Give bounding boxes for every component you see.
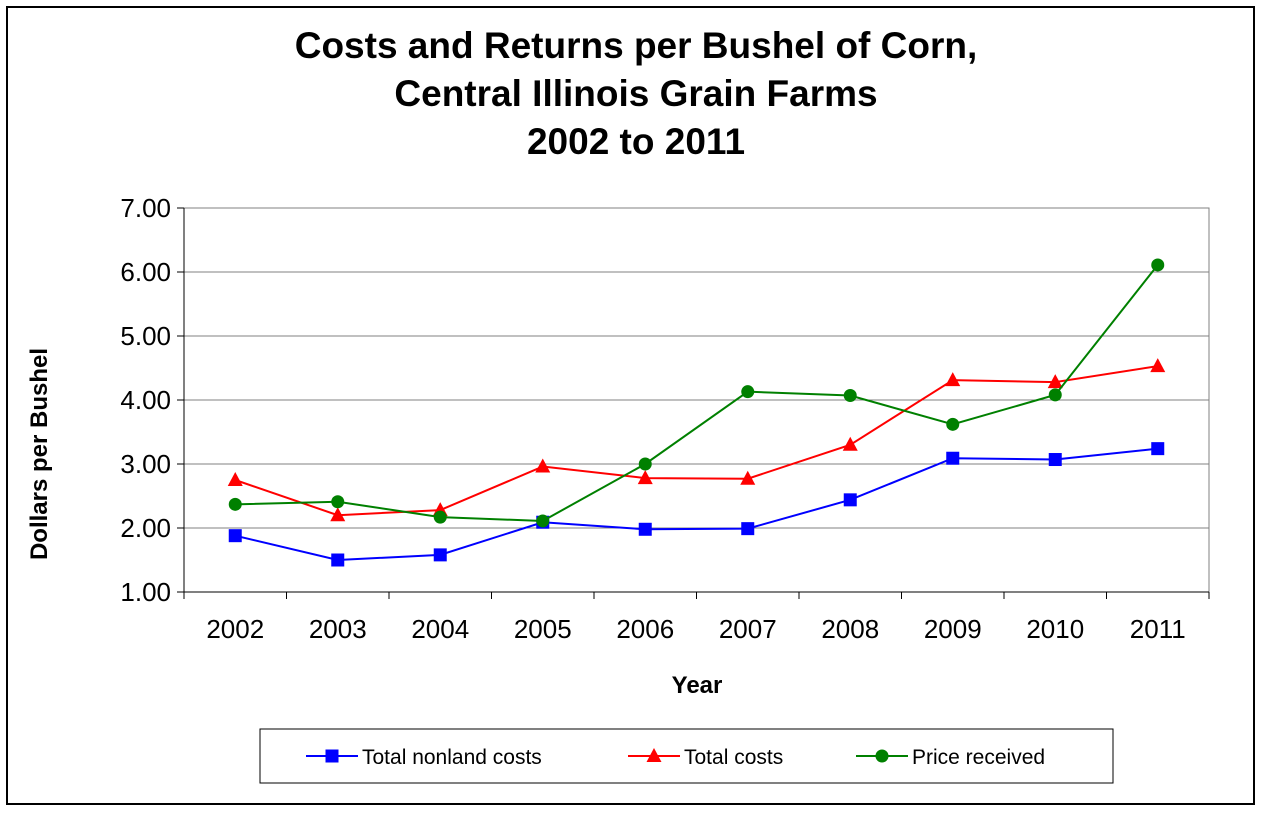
chart-title: Costs and Returns per Bushel of Corn, Ce… (295, 25, 978, 162)
data-point (638, 457, 652, 471)
x-tick-label: 2008 (821, 614, 879, 644)
y-tick-label: 7.00 (120, 193, 171, 223)
x-tick-label: 2006 (616, 614, 674, 644)
y-tick-label: 1.00 (120, 577, 171, 607)
data-point (330, 507, 346, 522)
y-tick-label: 4.00 (120, 385, 171, 415)
chart-title-line-3: 2002 to 2011 (527, 121, 745, 162)
data-point (1048, 453, 1062, 467)
legend-label: Total costs (684, 746, 783, 769)
chart-title-line-2: Central Illinois Grain Farms (394, 73, 877, 114)
data-point (740, 470, 756, 485)
data-point (1151, 258, 1165, 272)
y-tick-label: 3.00 (120, 449, 171, 479)
x-tick-label: 2011 (1130, 614, 1186, 644)
x-tick-label: 2009 (924, 614, 982, 644)
legend-item: Price received (856, 746, 1045, 769)
data-point (331, 553, 345, 567)
data-point (741, 522, 755, 536)
data-point (843, 389, 857, 403)
data-point (433, 548, 447, 562)
legend-label: Price received (912, 746, 1045, 769)
data-point (433, 510, 447, 524)
axes (177, 207, 1210, 599)
legend-marker (325, 749, 339, 763)
data-point (843, 493, 857, 507)
data-point (842, 436, 858, 451)
legend-marker (875, 749, 889, 763)
data-point (1151, 442, 1165, 456)
data-point (1048, 388, 1062, 402)
y-tick-labels: 1.00 2.00 3.00 4.00 5.00 6.00 7.00 (120, 193, 171, 607)
data-point (946, 451, 960, 465)
x-tick-labels: 2002 2003 2004 2005 2006 2007 2008 2009 2010 2011 (206, 614, 1185, 644)
data-point (535, 458, 551, 473)
series-total-costs (227, 358, 1166, 522)
data-point (637, 470, 653, 485)
data-point (638, 522, 652, 536)
x-tick-label: 2010 (1026, 614, 1084, 644)
legend-box (259, 728, 1114, 784)
data-point (228, 497, 242, 511)
data-point (228, 529, 242, 543)
series-layer (227, 258, 1166, 567)
x-tick-label: 2004 (411, 614, 469, 644)
series-price-received (228, 258, 1165, 528)
x-tick-label: 2003 (309, 614, 367, 644)
y-tick-label: 6.00 (120, 257, 171, 287)
data-point (1047, 374, 1063, 389)
data-point (331, 495, 345, 509)
data-point (536, 514, 550, 528)
chart-title-line-1: Costs and Returns per Bushel of Corn, (295, 25, 978, 66)
legend-label: Total nonland costs (362, 746, 542, 769)
legend: Total nonland costs Total costs Price rece… (259, 728, 1114, 784)
legend-item: Total costs (628, 746, 783, 769)
data-point (741, 385, 755, 399)
x-tick-label: 2005 (514, 614, 572, 644)
chart-frame (6, 6, 1255, 805)
data-point (945, 372, 961, 387)
data-point (227, 472, 243, 486)
y-axis-label: Dollars per Bushel (26, 348, 53, 560)
x-tick-label: 2002 (206, 614, 264, 644)
y-tick-label: 5.00 (120, 321, 171, 351)
y-tick-label: 2.00 (120, 513, 171, 543)
grid-lines (184, 207, 1209, 529)
data-point (1150, 358, 1166, 373)
series-line (235, 447, 1158, 562)
x-axis-label: Year (672, 672, 723, 699)
x-tick-label: 2007 (719, 614, 777, 644)
data-point (946, 417, 960, 431)
legend-marker (646, 748, 662, 762)
series-line (234, 365, 1158, 517)
series-total-nonland-costs (228, 442, 1165, 567)
series-line (235, 264, 1159, 522)
legend-item: Total nonland costs (306, 746, 542, 769)
